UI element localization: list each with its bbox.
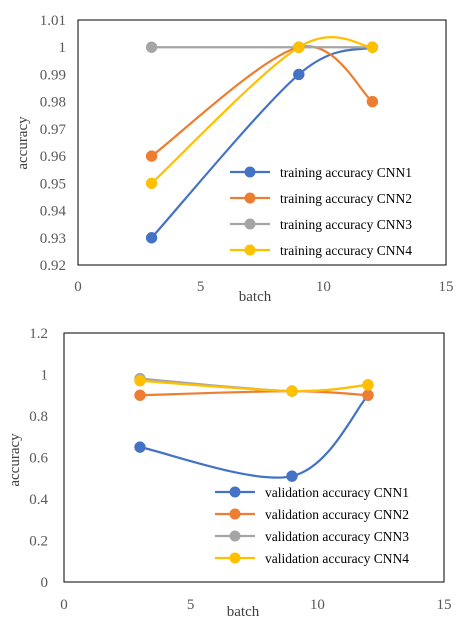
series-line	[150, 46, 373, 239]
legend-swatch-marker	[229, 552, 241, 564]
y-tick-label: 0	[41, 575, 49, 591]
x-tick-label: 10	[316, 279, 331, 295]
legend-item: training accuracy CNN2	[230, 191, 412, 206]
data-point	[293, 68, 305, 81]
y-tick-label: 0.97	[40, 122, 67, 138]
legend-swatch-marker	[244, 218, 256, 230]
x-tick-label: 15	[439, 279, 454, 295]
y-tick-label: 0.98	[40, 95, 66, 111]
x-axis-label: batch	[227, 604, 260, 620]
chart-1: 0.92 0.93 0.94 0.95 0.96 0.97 0.98 0.99 1 1.01 0 5 1…	[15, 13, 454, 305]
y-tick-label: 0.2	[29, 534, 48, 550]
data-point	[145, 41, 158, 53]
legend-label: training accuracy CNN4	[280, 243, 412, 258]
data-point	[145, 232, 158, 244]
x-tick-label: 15	[437, 597, 452, 613]
data-point	[134, 374, 146, 387]
series-line	[150, 45, 374, 157]
data-point	[286, 385, 298, 397]
series-1	[134, 389, 374, 482]
legend-swatch-marker	[244, 192, 256, 204]
data-point	[293, 41, 305, 53]
legend: training accuracy CNN1 training accuracy …	[230, 165, 412, 258]
y-tick-label: 0.96	[40, 149, 67, 165]
y-tick-label: 1.2	[29, 326, 48, 342]
y-axis-label: accuracy	[15, 116, 31, 170]
data-point	[145, 177, 158, 190]
legend-swatch-marker	[244, 166, 256, 178]
series-line	[139, 389, 369, 397]
data-point	[134, 389, 146, 401]
plot-area	[63, 332, 445, 583]
data-point	[362, 389, 374, 401]
legend-item: training accuracy CNN1	[230, 165, 412, 180]
series-4	[134, 374, 374, 397]
legend-swatch-marker	[229, 508, 241, 520]
legend-item: validation accuracy CNN1	[215, 485, 409, 500]
y-tick-label: 0.92	[40, 258, 66, 274]
data-point	[286, 470, 298, 482]
y-tick-label: 0.95	[40, 176, 66, 192]
legend-label: training accuracy CNN2	[280, 191, 412, 206]
y-tick-label: 1	[59, 40, 67, 56]
x-tick-label: 0	[60, 597, 68, 613]
x-tick-label: 5	[197, 279, 205, 295]
legend-item: validation accuracy CNN3	[215, 529, 409, 544]
legend-swatch-marker	[244, 244, 256, 256]
y-tick-label: 0.99	[40, 67, 66, 83]
series-line	[139, 394, 369, 479]
y-tick-label: 0.4	[29, 492, 48, 508]
data-point	[145, 150, 158, 162]
legend-item: training accuracy CNN3	[230, 217, 412, 232]
legend-item: validation accuracy CNN2	[215, 507, 409, 522]
legend-swatch-marker	[229, 486, 241, 498]
series-line	[139, 379, 369, 393]
y-tick-label: 0.8	[29, 409, 48, 425]
chart-2: 0 0.2 0.4 0.6 0.8 1 1.2 0 5 10 15 batch accuracy vali…	[7, 326, 452, 620]
legend-item: validation accuracy CNN4	[215, 551, 409, 566]
x-tick-label: 0	[74, 279, 82, 295]
legend-item: training accuracy CNN4	[230, 243, 412, 258]
y-tick-label: 0.94	[40, 204, 67, 220]
legend: validation accuracy CNN1 validation accur…	[215, 485, 409, 566]
series-line	[150, 36, 373, 185]
data-point	[366, 41, 379, 53]
x-tick-label: 5	[187, 597, 195, 613]
legend-label: training accuracy CNN1	[280, 165, 412, 180]
legend-label: validation accuracy CNN2	[265, 507, 409, 522]
legend-swatch-marker	[229, 530, 241, 542]
series-2	[145, 41, 379, 162]
legend-label: validation accuracy CNN4	[265, 551, 409, 566]
data-point	[362, 379, 374, 391]
legend-label: validation accuracy CNN1	[265, 485, 409, 500]
y-tick-label: 0.6	[29, 451, 48, 467]
x-axis-label: batch	[239, 289, 272, 305]
series-1	[145, 41, 379, 244]
y-tick-label: 1.01	[40, 13, 66, 29]
y-axis-label: accuracy	[7, 433, 23, 487]
y-tick-label: 1	[41, 368, 49, 384]
legend-label: validation accuracy CNN3	[265, 529, 409, 544]
legend-label: training accuracy CNN3	[280, 217, 412, 232]
x-tick-label: 10	[310, 597, 325, 613]
plot-area	[77, 19, 447, 266]
data-point	[134, 441, 146, 453]
y-tick-label: 0.93	[40, 231, 66, 247]
data-point	[366, 95, 379, 108]
series-4	[145, 36, 379, 190]
